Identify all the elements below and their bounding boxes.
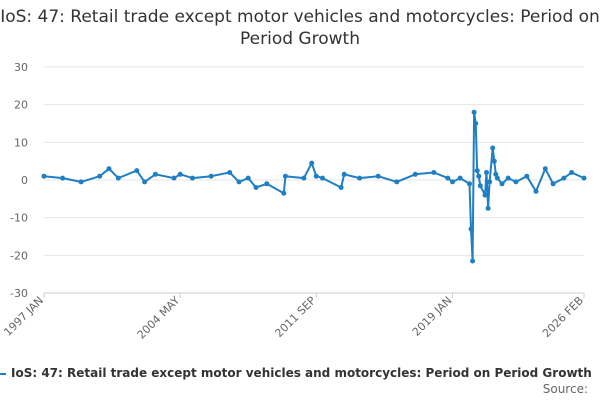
data-point[interactable] <box>412 171 418 177</box>
y-tick-label: 30 <box>14 61 28 74</box>
data-point[interactable] <box>394 179 400 185</box>
data-point[interactable] <box>470 258 476 264</box>
data-point[interactable] <box>236 179 242 185</box>
data-point[interactable] <box>171 175 177 181</box>
data-point[interactable] <box>499 181 505 187</box>
data-point[interactable] <box>177 171 183 177</box>
data-point[interactable] <box>457 175 463 181</box>
y-tick-label: -20 <box>10 249 28 262</box>
data-point[interactable] <box>357 175 363 181</box>
data-point[interactable] <box>471 109 477 115</box>
legend: IoS: 47: Retail trade except motor vehic… <box>0 366 600 382</box>
series-line <box>43 111 585 262</box>
data-point[interactable] <box>490 145 496 151</box>
data-point[interactable] <box>485 205 491 211</box>
data-point[interactable] <box>106 166 112 172</box>
data-point[interactable] <box>78 179 84 185</box>
data-point[interactable] <box>542 166 548 172</box>
data-point[interactable] <box>493 171 499 177</box>
data-point[interactable] <box>190 175 195 181</box>
data-point[interactable] <box>227 170 233 175</box>
data-point[interactable] <box>474 168 480 174</box>
data-point[interactable] <box>561 175 567 181</box>
data-point[interactable] <box>505 175 511 181</box>
data-point[interactable] <box>338 185 344 190</box>
data-point[interactable] <box>482 192 488 198</box>
data-point[interactable] <box>245 175 251 181</box>
data-point[interactable] <box>97 173 103 179</box>
data-point[interactable] <box>41 173 47 179</box>
data-point[interactable] <box>533 188 539 194</box>
chart-title: IoS: 47: Retail trade except motor vehic… <box>0 7 600 49</box>
data-point[interactable] <box>115 175 121 181</box>
data-point[interactable] <box>313 173 319 179</box>
data-point[interactable] <box>524 173 530 179</box>
data-point[interactable] <box>282 173 288 179</box>
x-tick-label: 1997 JAN <box>1 294 46 339</box>
data-point[interactable] <box>467 181 472 187</box>
y-axis: 30 20 10 0 -10 -20 -30 <box>10 61 28 300</box>
data-point[interactable] <box>450 179 455 185</box>
data-point[interactable] <box>487 179 493 185</box>
data-point[interactable] <box>309 160 315 166</box>
data-point[interactable] <box>476 173 482 179</box>
data-point[interactable] <box>60 175 66 181</box>
data-point[interactable] <box>491 158 497 164</box>
source-label: Source: <box>542 382 588 396</box>
data-point[interactable] <box>445 175 451 181</box>
data-point[interactable] <box>513 179 519 185</box>
data-point[interactable] <box>341 171 347 177</box>
data-point[interactable] <box>484 170 489 175</box>
y-tick-label: 0 <box>21 174 28 187</box>
legend-label: IoS: 47: Retail trade except motor vehic… <box>11 366 592 380</box>
data-point[interactable] <box>473 121 479 126</box>
data-point[interactable] <box>581 175 587 181</box>
data-point[interactable] <box>477 183 483 189</box>
data-point[interactable] <box>281 190 287 196</box>
y-tick-label: 10 <box>14 136 28 149</box>
data-point[interactable] <box>264 181 270 187</box>
data-point[interactable] <box>152 171 158 177</box>
x-tick-label: 2026 FEB <box>540 294 586 340</box>
data-point[interactable] <box>301 175 307 181</box>
data-point[interactable] <box>468 226 474 232</box>
y-tick-label: -30 <box>10 287 28 300</box>
x-axis: 1997 JAN 2004 MAY 2011 SEP 2019 JAN 2026 FEB <box>1 292 586 342</box>
y-tick-label: -10 <box>10 212 28 225</box>
series-layer <box>41 109 587 264</box>
data-point[interactable] <box>142 179 148 185</box>
x-tick-label: 2004 MAY <box>135 294 183 342</box>
data-point[interactable] <box>134 168 140 174</box>
x-tick-label: 2019 JAN <box>410 294 455 339</box>
data-point[interactable] <box>375 173 381 179</box>
data-point[interactable] <box>431 170 437 175</box>
x-tick-label: 2011 SEP <box>272 294 318 340</box>
y-tick-label: 20 <box>14 99 28 112</box>
legend-swatch <box>0 372 6 375</box>
data-point[interactable] <box>208 173 214 179</box>
data-point[interactable] <box>550 181 556 187</box>
gridlines <box>44 66 584 294</box>
data-point[interactable] <box>569 170 575 175</box>
data-point[interactable] <box>320 175 325 181</box>
data-point[interactable] <box>494 175 500 181</box>
data-point[interactable] <box>253 185 259 190</box>
